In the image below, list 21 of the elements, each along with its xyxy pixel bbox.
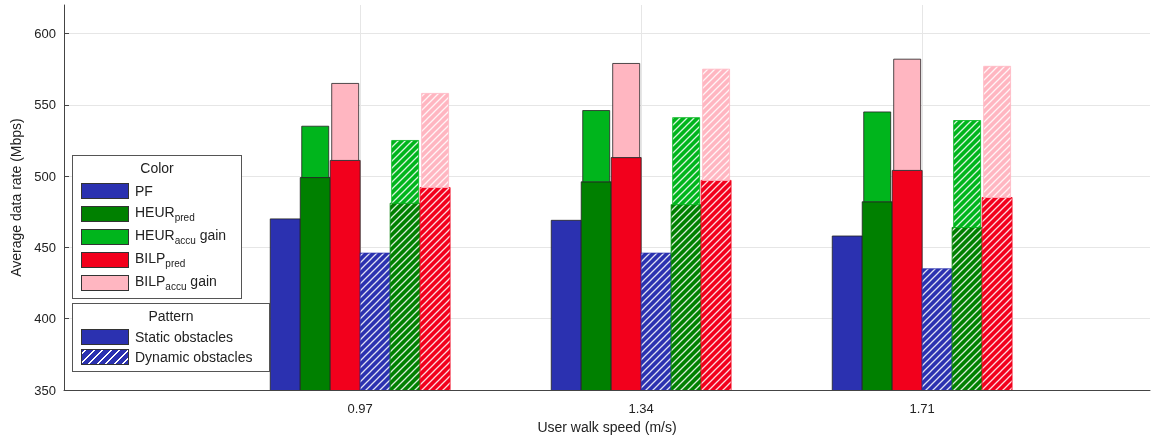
annotation: Static obstacles	[135, 329, 234, 345]
y-tick-label: 450	[34, 239, 56, 255]
x-tick-label: 1.71	[909, 401, 935, 416]
y-tick-label: 600	[34, 26, 56, 42]
legend-label: PF	[135, 182, 153, 199]
x-tick-label: 1.34	[628, 401, 654, 416]
y-tick-label: 500	[34, 168, 56, 184]
y-tick-label: 350	[34, 382, 56, 398]
y-tick-label: 550	[34, 97, 56, 113]
annotation: Dynamic obstacles	[135, 349, 253, 365]
y-tick-label: 400	[34, 311, 56, 327]
x-axis-title: User walk speed (m/s)	[537, 419, 677, 435]
annotation: Pattern	[147, 308, 195, 324]
legend-label: BILP$_{pred}$	[135, 250, 186, 269]
y-axis-title: Average data rate (Mbps)	[8, 118, 25, 277]
legend-label: HEUR$_{pred}$	[135, 204, 195, 223]
x-tick-label: 0.97	[347, 401, 373, 416]
legend-title: Color	[139, 160, 175, 176]
legend-label: HEUR$_{accu}$ gain	[135, 227, 227, 246]
legend-label: BILP$_{accu}$ gain	[135, 273, 217, 292]
legend-panel: Pattern Static obstacles Dynamic obstacles	[72, 303, 270, 372]
